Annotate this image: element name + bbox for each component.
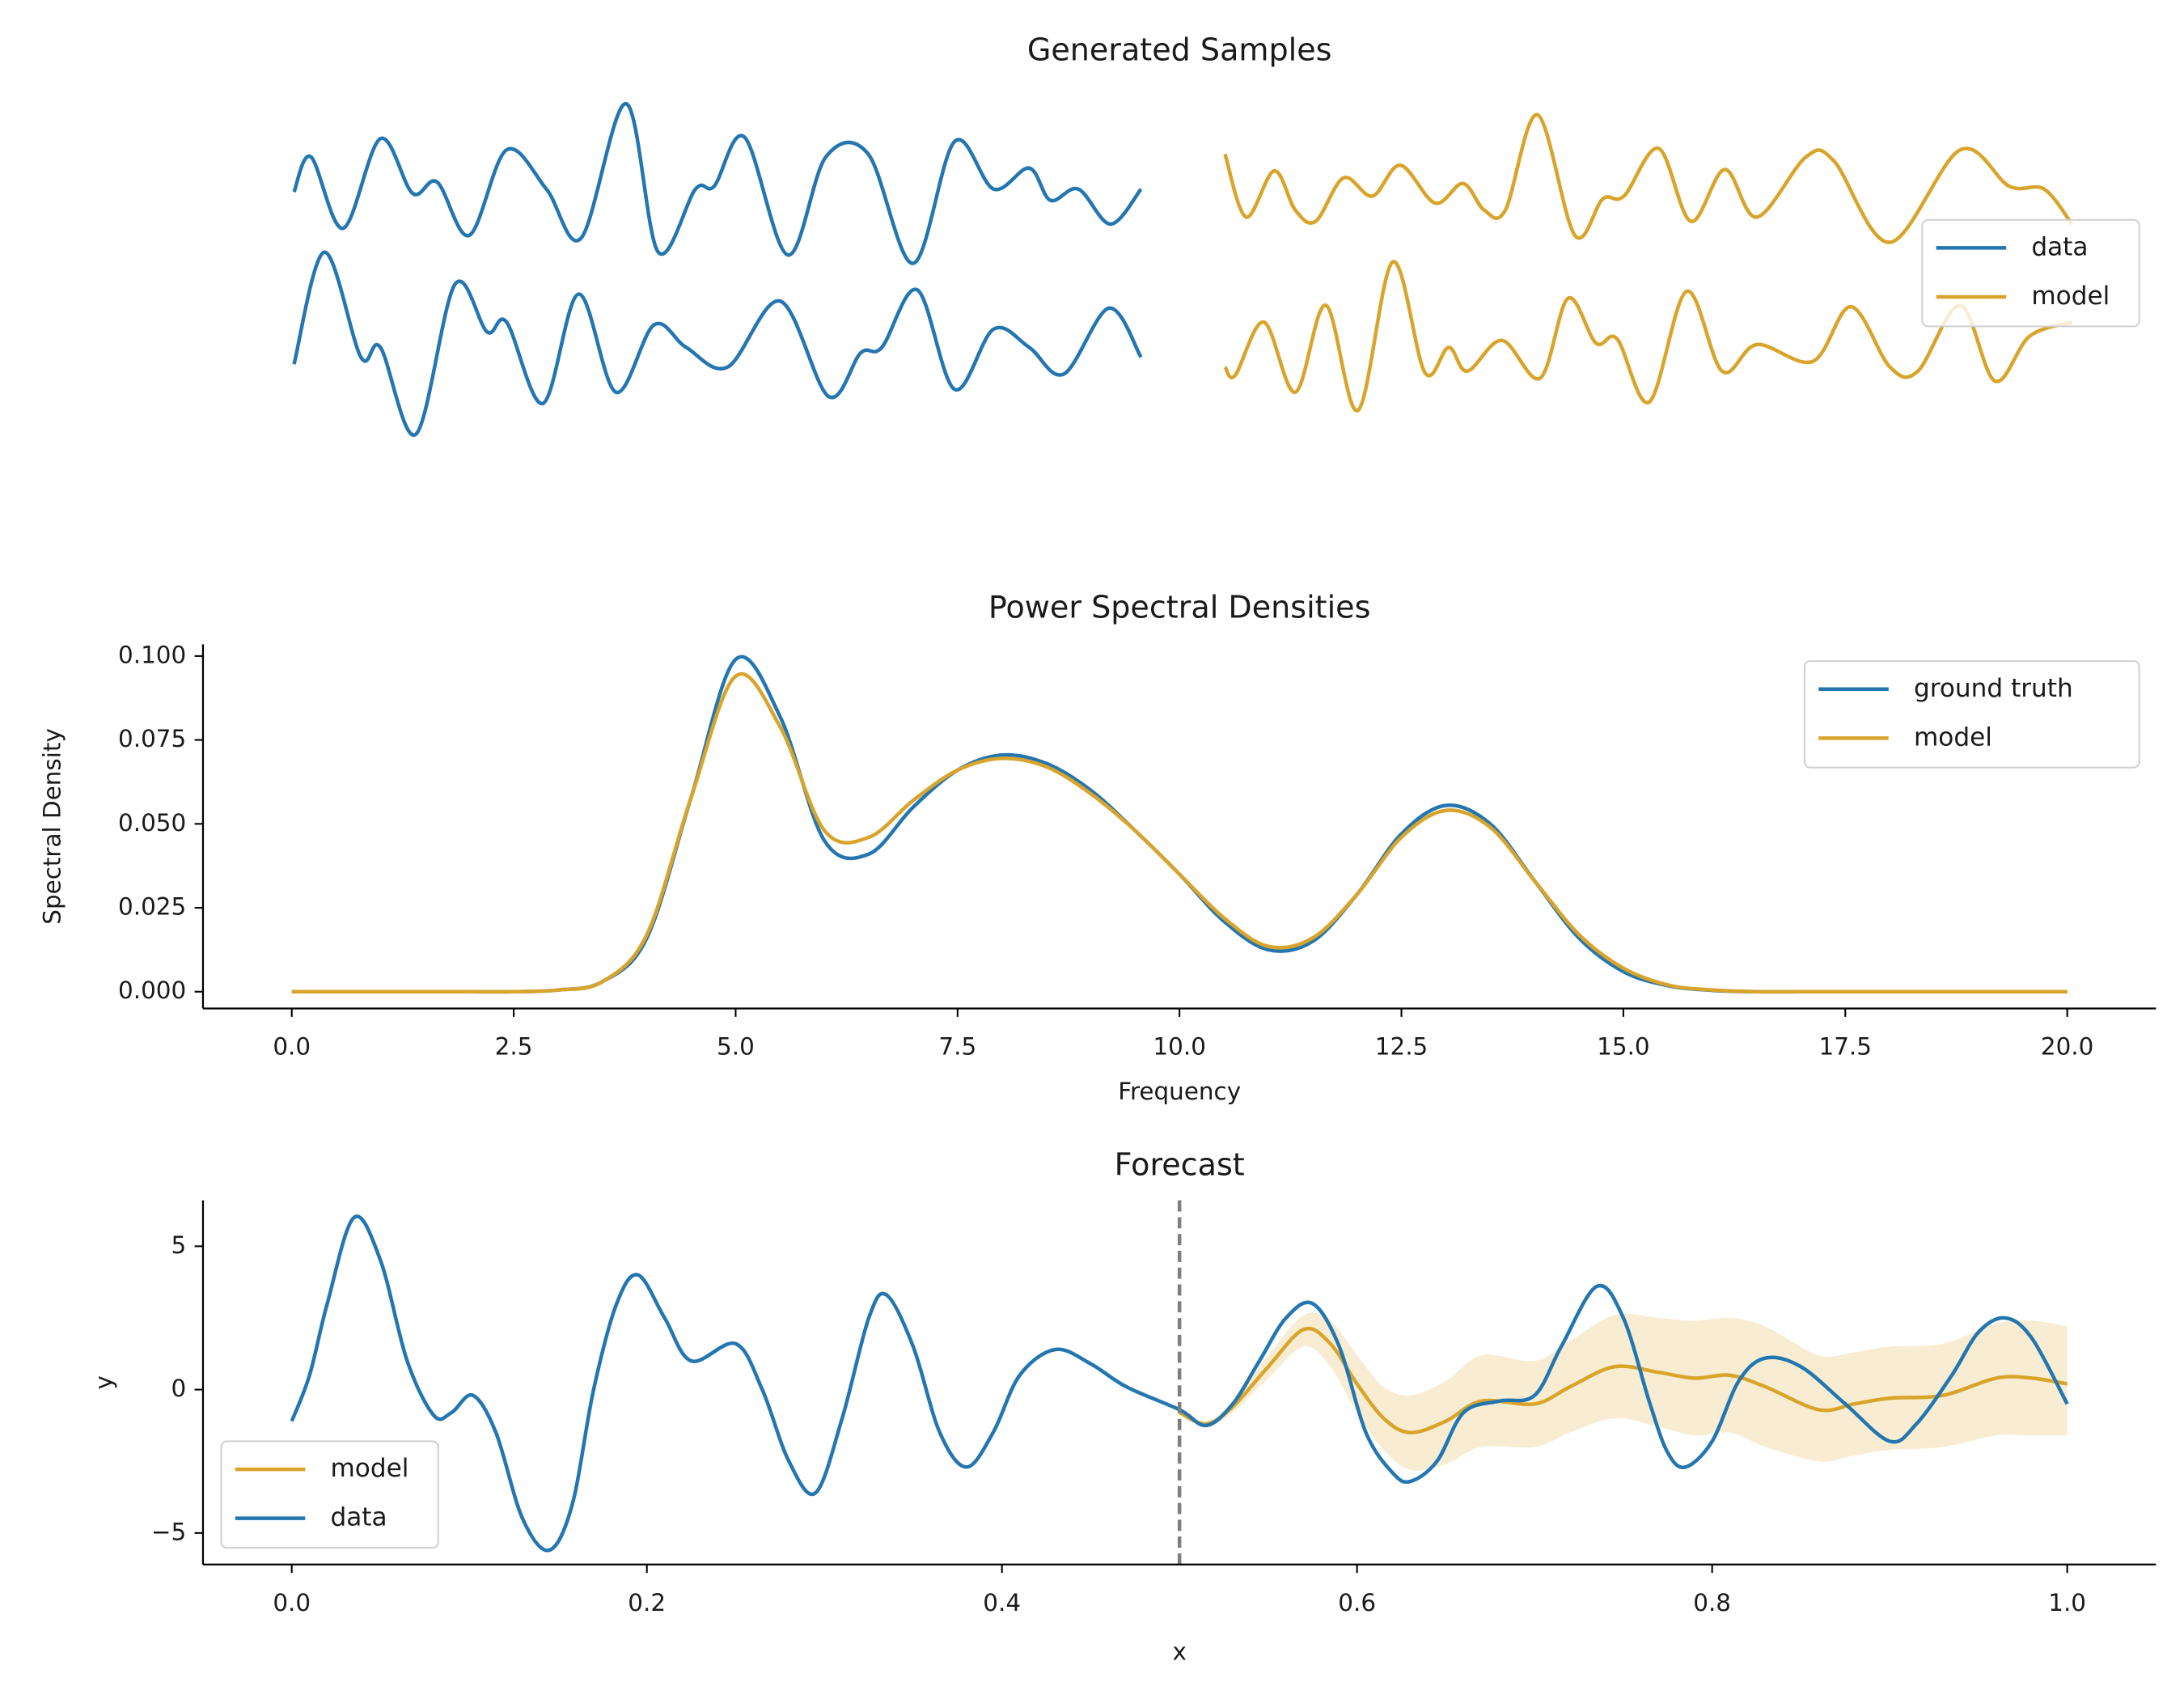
sample-line — [292, 250, 1143, 437]
sample-line — [292, 101, 1143, 265]
y-axis-label: Spectral Density — [38, 728, 66, 925]
y-tick-label: 0.100 — [118, 641, 186, 668]
y-tick-label: 0.075 — [118, 725, 186, 752]
x-tick-label: 2.5 — [495, 1032, 533, 1060]
legend-label: model — [330, 1454, 408, 1483]
x-tick-label: 15.0 — [1597, 1032, 1649, 1060]
x-tick-label: 0.4 — [983, 1589, 1021, 1616]
x-tick-label: 5.0 — [717, 1032, 755, 1060]
legend-label: ground truth — [1914, 674, 2073, 703]
y-tick-label: 0.025 — [118, 893, 186, 921]
x-tick-label: 10.0 — [1153, 1032, 1205, 1060]
x-tick-label: 0.6 — [1338, 1589, 1376, 1616]
y-tick-label: 5 — [171, 1231, 186, 1259]
x-axis-label: x — [1172, 1638, 1186, 1665]
x-tick-label: 20.0 — [2041, 1032, 2093, 1060]
x-tick-label: 0.0 — [273, 1032, 311, 1060]
sample-line — [1223, 260, 2073, 413]
chart-title: Generated Samples — [1027, 32, 1332, 68]
sample-line — [1223, 112, 2074, 244]
x-axis-label: Frequency — [1118, 1078, 1241, 1105]
series-line — [291, 655, 2068, 994]
x-tick-label: 0.8 — [1693, 1589, 1731, 1616]
chart-title: Forecast — [1115, 1147, 1245, 1183]
series-line — [291, 672, 2068, 994]
legend: model data — [220, 1440, 439, 1549]
x-tick-label: 17.5 — [1819, 1032, 1872, 1060]
x-tick-label: 12.5 — [1375, 1032, 1428, 1060]
x-tick-label: 0.2 — [628, 1589, 666, 1616]
legend-label: data — [2031, 232, 2088, 261]
series-line — [1179, 1326, 2068, 1435]
legend-label: model — [2031, 282, 2110, 311]
y-axis-label: y — [90, 1375, 117, 1389]
y-tick-label: 0 — [171, 1375, 186, 1402]
y-tick-label: 0.000 — [118, 977, 186, 1004]
legend-label: model — [1914, 722, 1992, 752]
x-tick-label: 7.5 — [938, 1032, 976, 1060]
y-tick-label: −5 — [151, 1518, 186, 1545]
legend-label: data — [330, 1503, 387, 1532]
uncertainty-band — [1179, 1312, 2068, 1471]
y-tick-label: 0.050 — [118, 809, 186, 837]
legend: ground truth model — [1803, 660, 2140, 769]
legend: data model — [1921, 218, 2140, 328]
x-tick-label: 1.0 — [2048, 1589, 2086, 1616]
series-line — [290, 1214, 2069, 1553]
chart-title: Power Spectral Densities — [988, 590, 1371, 625]
x-tick-label: 0.0 — [273, 1589, 311, 1616]
